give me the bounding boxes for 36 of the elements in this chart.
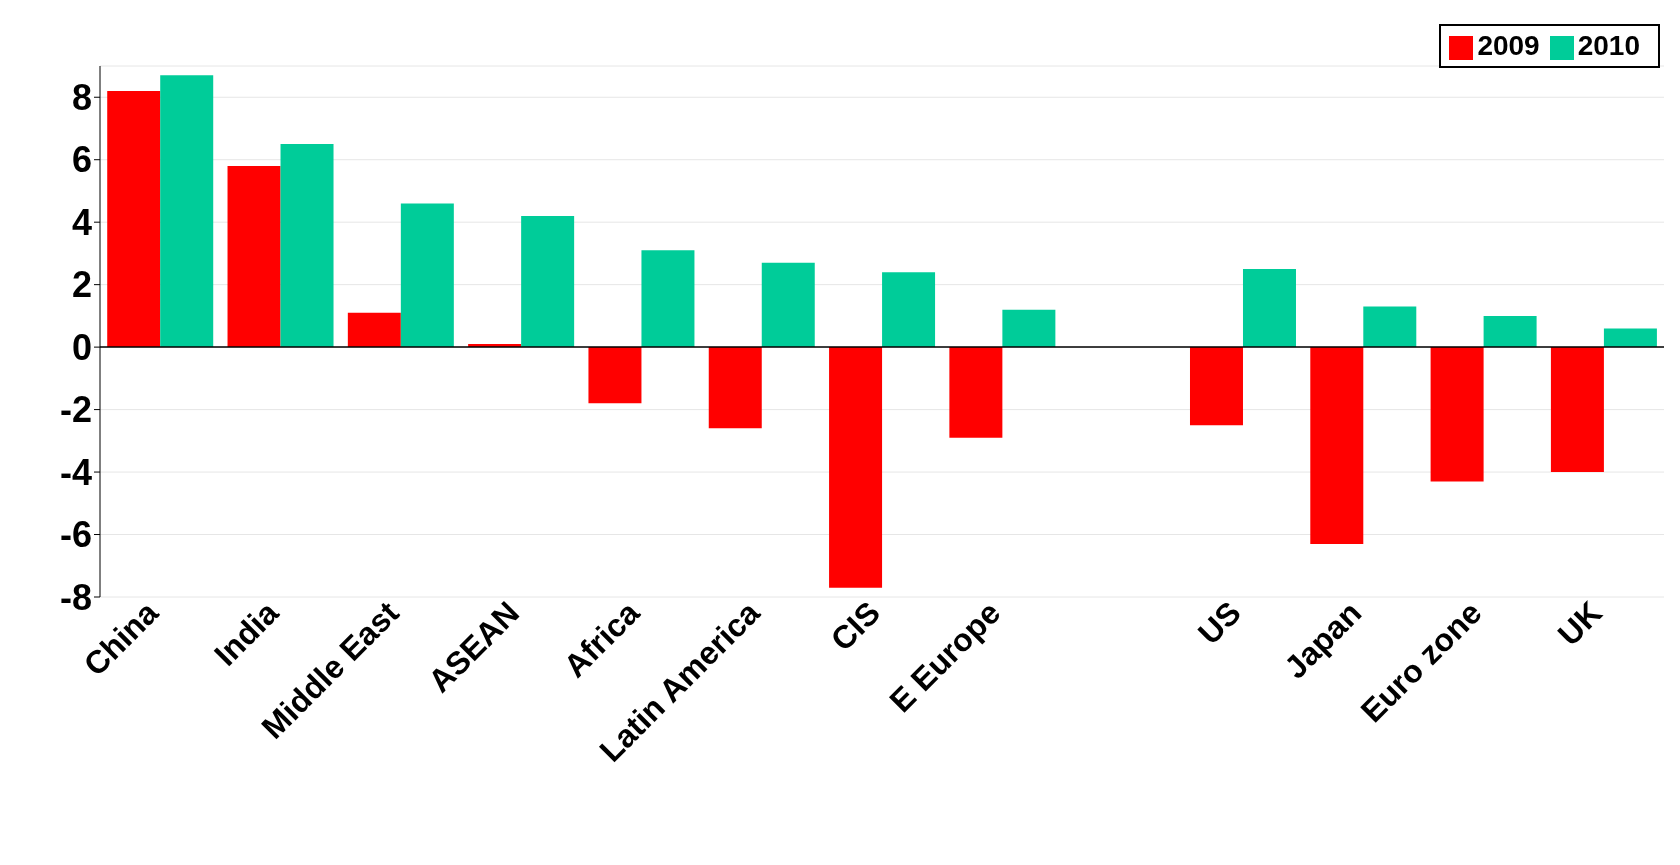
- y-tick-label: -6: [59, 514, 92, 556]
- bar: [761, 262, 815, 348]
- bar: [882, 272, 936, 348]
- y-tick-label: 8: [71, 77, 92, 119]
- bar: [1430, 347, 1484, 482]
- x-tick-label: UK: [1550, 594, 1609, 653]
- bar: [1550, 347, 1604, 473]
- y-tick-label: 0: [71, 326, 92, 368]
- y-tick-label: 2: [71, 264, 92, 306]
- bar: [160, 75, 214, 348]
- y-tick-label: 6: [71, 139, 92, 181]
- x-tick-label: US: [1190, 594, 1248, 652]
- bar: [521, 215, 575, 348]
- bar: [829, 347, 883, 588]
- bar: [1242, 269, 1296, 348]
- bar: [1483, 315, 1537, 348]
- bar: [641, 250, 695, 348]
- bar: [347, 312, 401, 348]
- legend-label: 2010: [1577, 30, 1640, 61]
- bar: [400, 203, 454, 348]
- bar: [708, 347, 762, 429]
- bar: [227, 165, 281, 348]
- bar: [1363, 306, 1417, 348]
- bar: [280, 144, 334, 348]
- bar: [1603, 328, 1657, 348]
- bar: [107, 90, 161, 348]
- legend-label: 2009: [1477, 30, 1540, 61]
- x-tick-label: CIS: [823, 594, 887, 658]
- y-tick-label: -4: [59, 451, 92, 493]
- y-tick-label: -2: [59, 389, 92, 431]
- bar: [949, 347, 1003, 438]
- bar: [1002, 309, 1056, 348]
- y-tick-label: 4: [71, 201, 92, 243]
- bar: [1310, 347, 1364, 544]
- bar: [588, 347, 642, 404]
- bar: [1189, 347, 1243, 426]
